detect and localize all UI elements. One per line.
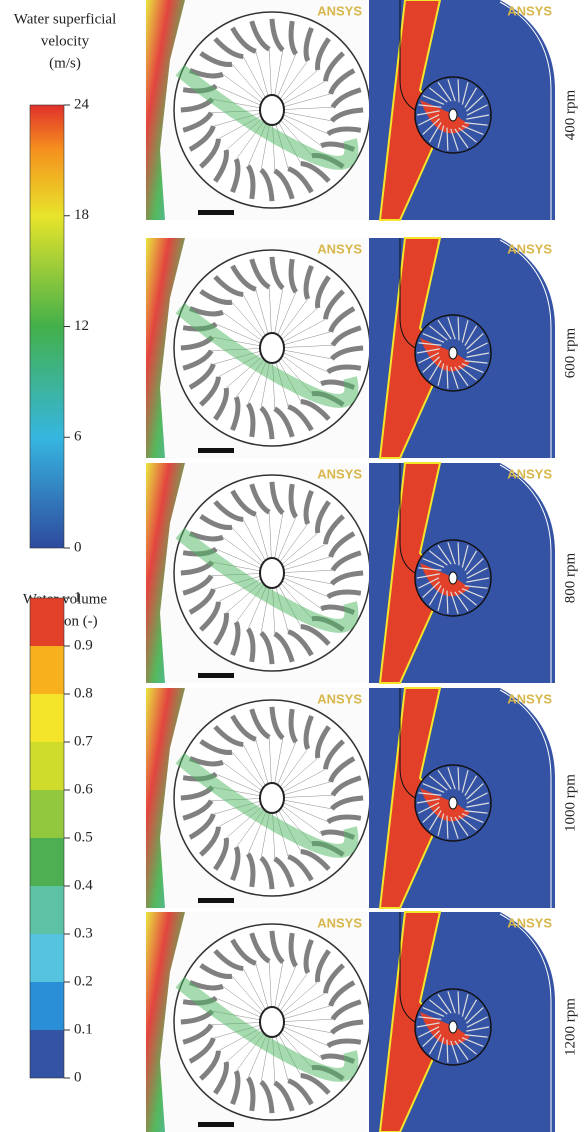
legend-title: velocity <box>41 33 90 49</box>
colorbar-band <box>30 1030 64 1078</box>
simulation-row: ANSYS ANSYS 800 rpm <box>145 463 578 683</box>
scale-bar <box>198 1122 234 1127</box>
runner-hub <box>449 572 457 584</box>
rpm-label: 400 rpm <box>562 89 578 140</box>
runner-hub <box>449 797 457 809</box>
runner-hub <box>449 347 457 359</box>
watermark: ANSYS <box>317 915 362 930</box>
tick-label: 0.1 <box>74 1021 93 1037</box>
watermark: ANSYS <box>317 466 362 481</box>
tick-label: 0.2 <box>74 973 93 989</box>
tick-label: 0 <box>74 539 82 555</box>
hub <box>260 783 284 813</box>
simulation-row: ANSYS ANSYS 1200 rpm <box>145 912 578 1132</box>
tick-label: 0.4 <box>74 877 93 893</box>
simulation-row: ANSYS ANSYS 600 rpm <box>145 238 578 458</box>
watermark: ANSYS <box>507 915 552 930</box>
legend-title: (m/s) <box>49 55 81 71</box>
runner-hub <box>449 1021 457 1033</box>
tick-label: 0.6 <box>74 781 93 797</box>
hub <box>260 1007 284 1037</box>
tick-label: 6 <box>74 429 82 445</box>
legend-title: Water superficial <box>14 11 117 27</box>
scale-bar <box>198 898 234 903</box>
watermark: ANSYS <box>317 3 362 18</box>
colorbar-band <box>30 646 64 694</box>
colorbar-band <box>30 790 64 838</box>
tick-label: 18 <box>74 207 89 223</box>
tick-label: 0.5 <box>74 829 93 845</box>
rpm-label: 1200 rpm <box>562 998 578 1056</box>
runner-hub <box>449 109 457 121</box>
watermark: ANSYS <box>507 3 552 18</box>
tick-label: 0.9 <box>74 637 93 653</box>
hub <box>260 333 284 363</box>
tick-label: 0.3 <box>74 925 93 941</box>
rpm-label: 600 rpm <box>562 327 578 378</box>
watermark: ANSYS <box>507 691 552 706</box>
colorbar-band <box>30 742 64 790</box>
watermark: ANSYS <box>507 466 552 481</box>
hub <box>260 558 284 588</box>
rpm-label: 1000 rpm <box>562 774 578 832</box>
watermark: ANSYS <box>317 691 362 706</box>
rpm-label: 800 rpm <box>562 552 578 603</box>
tick-label: 0.8 <box>74 685 93 701</box>
figure: Water superficialvelocity(m/s)06121824Wa… <box>0 0 586 1132</box>
scale-bar <box>198 210 234 215</box>
tick-label: 0.7 <box>74 733 93 749</box>
scale-bar <box>198 448 234 453</box>
watermark: ANSYS <box>507 241 552 256</box>
tick-label: 24 <box>74 96 90 112</box>
simulation-row: ANSYS ANSYS 1000 rpm <box>145 688 578 908</box>
watermark: ANSYS <box>317 241 362 256</box>
colorbar-band <box>30 886 64 934</box>
tick-label: 12 <box>74 318 89 334</box>
colorbar-band <box>30 598 64 646</box>
colorbar-band <box>30 838 64 886</box>
simulation-row: ANSYS ANSYS 400 rpm <box>145 0 578 220</box>
colorbar-band <box>30 934 64 982</box>
colorbar-band <box>30 694 64 742</box>
colorbar <box>30 105 64 548</box>
hub <box>260 95 284 125</box>
scale-bar <box>198 673 234 678</box>
tick-label: 1 <box>74 589 82 605</box>
colorbar-band <box>30 982 64 1030</box>
tick-label: 0 <box>74 1069 82 1085</box>
